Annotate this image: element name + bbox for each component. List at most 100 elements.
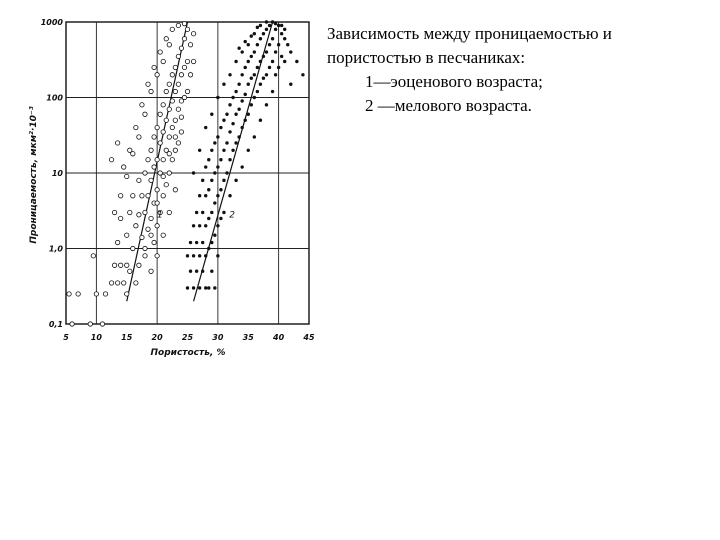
data-point-series-1 bbox=[148, 215, 154, 222]
data-point-series-2 bbox=[197, 224, 202, 228]
data-point-series-2 bbox=[246, 82, 250, 86]
data-point-series-1 bbox=[118, 215, 124, 222]
data-point-series-1 bbox=[118, 262, 124, 268]
data-point-series-1 bbox=[99, 321, 106, 327]
data-point-series-1 bbox=[175, 106, 181, 112]
data-point-series-2 bbox=[234, 178, 238, 183]
data-point-series-2 bbox=[213, 233, 217, 237]
data-point-series-2 bbox=[222, 210, 226, 215]
data-point-series-1 bbox=[163, 117, 169, 123]
data-point-series-1 bbox=[133, 124, 139, 131]
data-point-series-2 bbox=[188, 240, 193, 245]
data-point-series-1 bbox=[124, 232, 130, 238]
data-point-series-1 bbox=[154, 72, 160, 78]
data-point-series-1 bbox=[93, 291, 99, 297]
data-point-series-2 bbox=[252, 31, 257, 36]
data-point-series-2 bbox=[246, 148, 250, 152]
data-point-series-1 bbox=[157, 170, 163, 176]
data-point-series-2 bbox=[210, 240, 214, 245]
data-point-series-2 bbox=[207, 286, 211, 290]
data-point-series-1 bbox=[163, 88, 169, 95]
data-point-series-1 bbox=[142, 245, 148, 252]
data-point-series-2 bbox=[258, 37, 263, 41]
x-tick-label: 30 bbox=[212, 333, 224, 342]
data-point-series-2 bbox=[249, 54, 253, 59]
data-point-series-2 bbox=[200, 178, 205, 183]
data-point-series-1 bbox=[172, 88, 178, 95]
data-point-series-1 bbox=[124, 173, 130, 180]
data-point-series-2 bbox=[204, 165, 208, 169]
data-point-series-1 bbox=[130, 245, 136, 252]
data-point-series-1 bbox=[127, 209, 133, 216]
data-point-series-2 bbox=[273, 50, 278, 54]
data-point-series-1 bbox=[108, 280, 115, 286]
data-point-series-2 bbox=[252, 50, 257, 54]
data-point-series-2 bbox=[216, 194, 220, 198]
data-point-series-1 bbox=[130, 193, 136, 199]
data-point-series-2 bbox=[243, 92, 247, 97]
data-point-series-2 bbox=[231, 121, 235, 126]
data-point-series-1 bbox=[169, 124, 175, 131]
data-point-series-2 bbox=[191, 224, 196, 228]
data-point-series-2 bbox=[249, 103, 253, 107]
data-point-series-1 bbox=[115, 239, 121, 246]
data-point-series-1 bbox=[90, 253, 96, 259]
data-point-series-1 bbox=[175, 140, 181, 146]
data-point-series-1 bbox=[181, 64, 188, 71]
data-point-series-2 bbox=[246, 43, 250, 47]
data-point-series-2 bbox=[219, 125, 223, 130]
data-point-series-2 bbox=[273, 27, 278, 32]
data-point-series-2 bbox=[191, 171, 196, 175]
data-point-series-2 bbox=[255, 25, 260, 30]
x-tick-label: 45 bbox=[302, 333, 315, 342]
data-point-series-2 bbox=[225, 171, 229, 175]
data-point-series-2 bbox=[237, 46, 241, 50]
data-point-series-1 bbox=[175, 53, 181, 60]
data-point-series-1 bbox=[163, 147, 169, 153]
data-point-series-2 bbox=[207, 158, 211, 162]
data-point-series-2 bbox=[204, 254, 208, 258]
data-point-series-1 bbox=[142, 209, 148, 216]
data-point-series-1 bbox=[190, 31, 197, 37]
data-point-series-1 bbox=[112, 262, 118, 268]
data-point-series-2 bbox=[228, 130, 232, 134]
data-point-series-2 bbox=[231, 148, 235, 152]
data-point-series-1 bbox=[133, 280, 139, 286]
data-point-series-2 bbox=[283, 37, 287, 41]
data-point-series-2 bbox=[207, 216, 211, 221]
data-point-series-2 bbox=[197, 194, 202, 198]
data-points bbox=[66, 20, 305, 327]
data-point-series-1 bbox=[166, 151, 172, 157]
figure-caption: Зависимость между проницаемостью и порис… bbox=[327, 22, 707, 118]
data-point-series-2 bbox=[252, 73, 257, 77]
data-point-series-2 bbox=[228, 103, 232, 107]
data-point-series-2 bbox=[255, 65, 260, 70]
data-point-series-2 bbox=[234, 112, 238, 116]
data-point-series-2 bbox=[261, 31, 266, 36]
data-point-series-1 bbox=[148, 268, 154, 274]
data-point-series-1 bbox=[157, 49, 163, 55]
x-tick-label: 5 bbox=[63, 333, 69, 342]
data-point-series-1 bbox=[154, 157, 160, 163]
data-point-series-2 bbox=[225, 112, 229, 116]
data-point-series-1 bbox=[160, 102, 166, 108]
data-point-series-1 bbox=[142, 111, 148, 117]
data-point-series-1 bbox=[115, 280, 121, 286]
data-point-series-1 bbox=[148, 232, 154, 238]
data-point-series-2 bbox=[231, 95, 235, 100]
data-point-series-2 bbox=[191, 254, 196, 258]
data-point-series-1 bbox=[121, 164, 127, 170]
data-point-series-2 bbox=[216, 254, 220, 258]
data-point-series-2 bbox=[249, 76, 253, 80]
data-point-series-2 bbox=[243, 39, 247, 44]
data-point-series-1 bbox=[160, 232, 166, 238]
data-point-series-2 bbox=[210, 269, 214, 273]
data-point-series-2 bbox=[234, 89, 238, 94]
data-point-series-2 bbox=[267, 23, 272, 28]
data-point-series-1 bbox=[139, 193, 145, 199]
data-point-series-2 bbox=[185, 286, 190, 290]
data-point-series-2 bbox=[240, 125, 244, 130]
data-point-series-2 bbox=[222, 148, 226, 152]
y-axis-ticks: 0,1 1,0 10 100 1000 bbox=[41, 18, 64, 329]
